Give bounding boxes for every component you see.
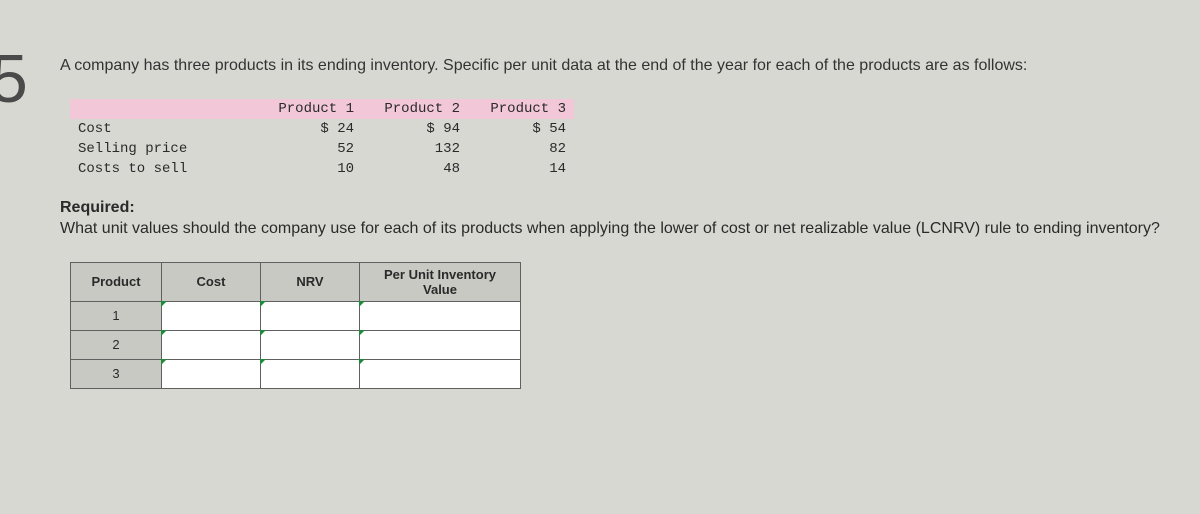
answer-header-product: Product <box>71 262 162 301</box>
answer-perunit-2[interactable] <box>360 330 521 359</box>
answer-row-1: 1 <box>71 301 521 330</box>
data-table-blank-header <box>70 99 256 119</box>
cost-p3: $ 54 <box>468 119 574 139</box>
cost-p2: $ 94 <box>362 119 468 139</box>
answer-table: Product Cost NRV Per Unit Inventory Valu… <box>70 262 521 389</box>
answer-header-per-unit: Per Unit Inventory Value <box>360 262 521 301</box>
row-label-costs-to-sell: Costs to sell <box>70 159 256 179</box>
answer-nrv-3[interactable] <box>261 359 360 388</box>
required-question: What unit values should the company use … <box>60 220 1160 237</box>
data-row-costs-to-sell: Costs to sell 10 48 14 <box>70 159 574 179</box>
edit-tick-icon <box>359 301 365 307</box>
intro-text: A company has three products in its endi… <box>60 55 1170 77</box>
answer-row-label-1: 1 <box>71 301 162 330</box>
edit-tick-icon <box>161 301 167 307</box>
product-data-table: Product 1 Product 2 Product 3 Cost $ 24 … <box>70 99 574 179</box>
answer-header-cost: Cost <box>162 262 261 301</box>
answer-header-nrv: NRV <box>261 262 360 301</box>
data-table-col-3: Product 3 <box>468 99 574 119</box>
selling-p1: 52 <box>256 139 362 159</box>
data-row-cost: Cost $ 24 $ 94 $ 54 <box>70 119 574 139</box>
answer-cost-3[interactable] <box>162 359 261 388</box>
answer-nrv-1[interactable] <box>261 301 360 330</box>
edit-tick-icon <box>161 330 167 336</box>
cts-p1: 10 <box>256 159 362 179</box>
cost-p1: $ 24 <box>256 119 362 139</box>
data-table-header-row: Product 1 Product 2 Product 3 <box>70 99 574 119</box>
edit-tick-icon <box>359 330 365 336</box>
answer-header-row: Product Cost NRV Per Unit Inventory Valu… <box>71 262 521 301</box>
page-number: 5 <box>0 40 28 118</box>
answer-row-label-3: 3 <box>71 359 162 388</box>
data-table-col-2: Product 2 <box>362 99 468 119</box>
data-table-col-1: Product 1 <box>256 99 362 119</box>
question-content: A company has three products in its endi… <box>60 55 1170 389</box>
required-label: Required: <box>60 199 135 216</box>
selling-p3: 82 <box>468 139 574 159</box>
answer-perunit-1[interactable] <box>360 301 521 330</box>
edit-tick-icon <box>161 359 167 365</box>
cts-p2: 48 <box>362 159 468 179</box>
edit-tick-icon <box>260 359 266 365</box>
edit-tick-icon <box>260 301 266 307</box>
data-row-selling-price: Selling price 52 132 82 <box>70 139 574 159</box>
answer-row-2: 2 <box>71 330 521 359</box>
answer-perunit-3[interactable] <box>360 359 521 388</box>
edit-tick-icon <box>359 359 365 365</box>
selling-p2: 132 <box>362 139 468 159</box>
answer-row-label-2: 2 <box>71 330 162 359</box>
cts-p3: 14 <box>468 159 574 179</box>
row-label-selling: Selling price <box>70 139 256 159</box>
edit-tick-icon <box>260 330 266 336</box>
row-label-cost: Cost <box>70 119 256 139</box>
answer-cost-2[interactable] <box>162 330 261 359</box>
answer-cost-1[interactable] <box>162 301 261 330</box>
answer-nrv-2[interactable] <box>261 330 360 359</box>
required-block: Required: What unit values should the co… <box>60 197 1170 240</box>
answer-row-3: 3 <box>71 359 521 388</box>
